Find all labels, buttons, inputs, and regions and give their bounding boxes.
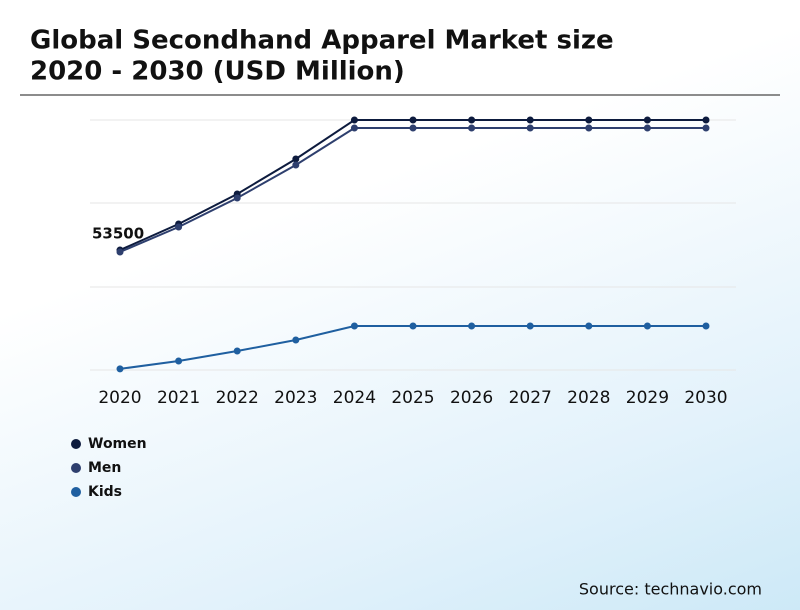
data-point <box>585 322 593 330</box>
data-label: 53500 <box>92 225 144 243</box>
x-tick-label: 2020 <box>98 388 141 408</box>
data-point <box>233 194 241 202</box>
legend-label: Women <box>88 436 147 452</box>
series-line <box>119 127 706 253</box>
x-tick-label: 2028 <box>567 388 610 408</box>
x-tick-label: 2029 <box>626 388 669 408</box>
data-point <box>292 155 300 163</box>
data-point <box>702 322 710 330</box>
data-point <box>526 322 534 330</box>
data-point <box>643 124 651 132</box>
chart-title: Global Secondhand Apparel Market size <box>30 26 614 56</box>
data-point <box>116 248 124 256</box>
data-point <box>409 322 417 330</box>
chart-subtitle: 2020 - 2030 (USD Million) <box>30 57 405 87</box>
data-point <box>643 322 651 330</box>
data-point <box>468 322 476 330</box>
legend-marker <box>71 439 81 449</box>
legend-marker <box>71 487 81 497</box>
series-line <box>119 325 706 370</box>
x-tick-label: 2026 <box>450 388 493 408</box>
data-point <box>292 336 300 344</box>
data-point <box>585 116 593 124</box>
legend-label: Kids <box>88 484 122 500</box>
x-tick-label: 2025 <box>391 388 434 408</box>
legend-marker <box>71 463 81 473</box>
data-point <box>585 124 593 132</box>
data-point <box>175 357 183 365</box>
data-point <box>468 116 476 124</box>
data-point <box>643 116 651 124</box>
x-tick-label: 2023 <box>274 388 317 408</box>
data-point <box>702 116 710 124</box>
data-point <box>409 116 417 124</box>
x-tick-label: 2030 <box>684 388 727 408</box>
data-point <box>702 124 710 132</box>
data-point <box>526 124 534 132</box>
x-tick-label: 2022 <box>216 388 259 408</box>
data-point <box>350 124 358 132</box>
data-point <box>350 116 358 124</box>
source: Source: technavio.com <box>579 580 762 599</box>
x-tick-label: 2024 <box>333 388 376 408</box>
series-line <box>119 119 706 251</box>
data-point <box>233 347 241 355</box>
x-tick-label: 2027 <box>509 388 552 408</box>
data-point <box>526 116 534 124</box>
data-point <box>409 124 417 132</box>
x-tick-label: 2021 <box>157 388 200 408</box>
legend-label: Men <box>88 460 121 476</box>
data-point <box>350 322 358 330</box>
data-point <box>175 223 183 231</box>
data-point <box>468 124 476 132</box>
data-point <box>116 365 124 373</box>
data-point <box>292 161 300 169</box>
